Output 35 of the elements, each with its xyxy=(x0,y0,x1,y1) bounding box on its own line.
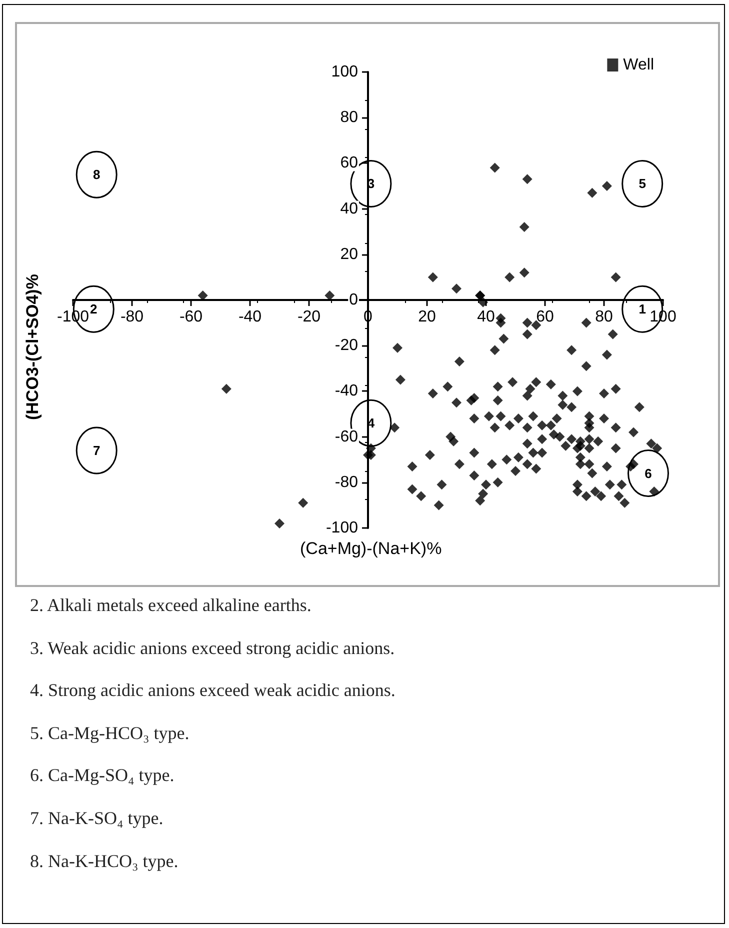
y-tick-label: 0 xyxy=(349,292,358,308)
annotation: 7 xyxy=(92,442,100,458)
text: 7. Na-K-SO₄ type. xyxy=(30,806,164,830)
text: 3. Weak acidic anions exceed strong acidic anions. xyxy=(30,636,396,660)
x-tick-label: 20 xyxy=(418,308,436,326)
x-tick-label: -20 xyxy=(297,308,321,326)
text: 4. Strong acidic anions exceed weak acidic anions. xyxy=(30,679,396,702)
annotation: 6 xyxy=(644,466,652,481)
y-tick-label: -20 xyxy=(334,337,358,354)
x-axis-title: (Ca+Mg)-(Na+K)% xyxy=(300,539,442,558)
annotation: 1 xyxy=(638,302,646,317)
annotation: 5 xyxy=(638,176,646,192)
x-tick-label: 60 xyxy=(536,308,554,326)
x-tick-label: 80 xyxy=(595,308,613,326)
x-tick-label: 40 xyxy=(477,308,495,326)
y-tick-label: -60 xyxy=(334,428,358,446)
text: 8. Na-K-HCO₃ type. xyxy=(30,850,180,873)
text: 6. Ca-Mg-SO₄ type. xyxy=(30,764,176,788)
y-tick-label: -80 xyxy=(334,474,358,491)
y-tick-label: -40 xyxy=(334,382,358,400)
x-tick-label: -40 xyxy=(238,308,262,326)
y-tick-label: 60 xyxy=(340,154,358,172)
x-tick-label: -60 xyxy=(179,308,203,326)
y-axis-title: (HCO3-(Cl+SO4)% xyxy=(23,274,42,420)
annotation: 8 xyxy=(92,167,100,182)
legend-label: Well xyxy=(623,56,654,74)
text: 5. Ca-Mg-HCO₃ type. xyxy=(30,722,190,745)
x-tick-label: -80 xyxy=(120,308,144,326)
y-tick-label: 40 xyxy=(340,200,358,218)
annotation: 2 xyxy=(90,302,98,317)
y-tick-label: 80 xyxy=(340,109,358,126)
y-tick-label: -100 xyxy=(326,520,358,536)
text: 2. Alkali metals exceed alkaline earths. xyxy=(30,594,312,617)
y-tick-label: 100 xyxy=(331,64,358,80)
y-tick-label: 20 xyxy=(340,246,358,263)
